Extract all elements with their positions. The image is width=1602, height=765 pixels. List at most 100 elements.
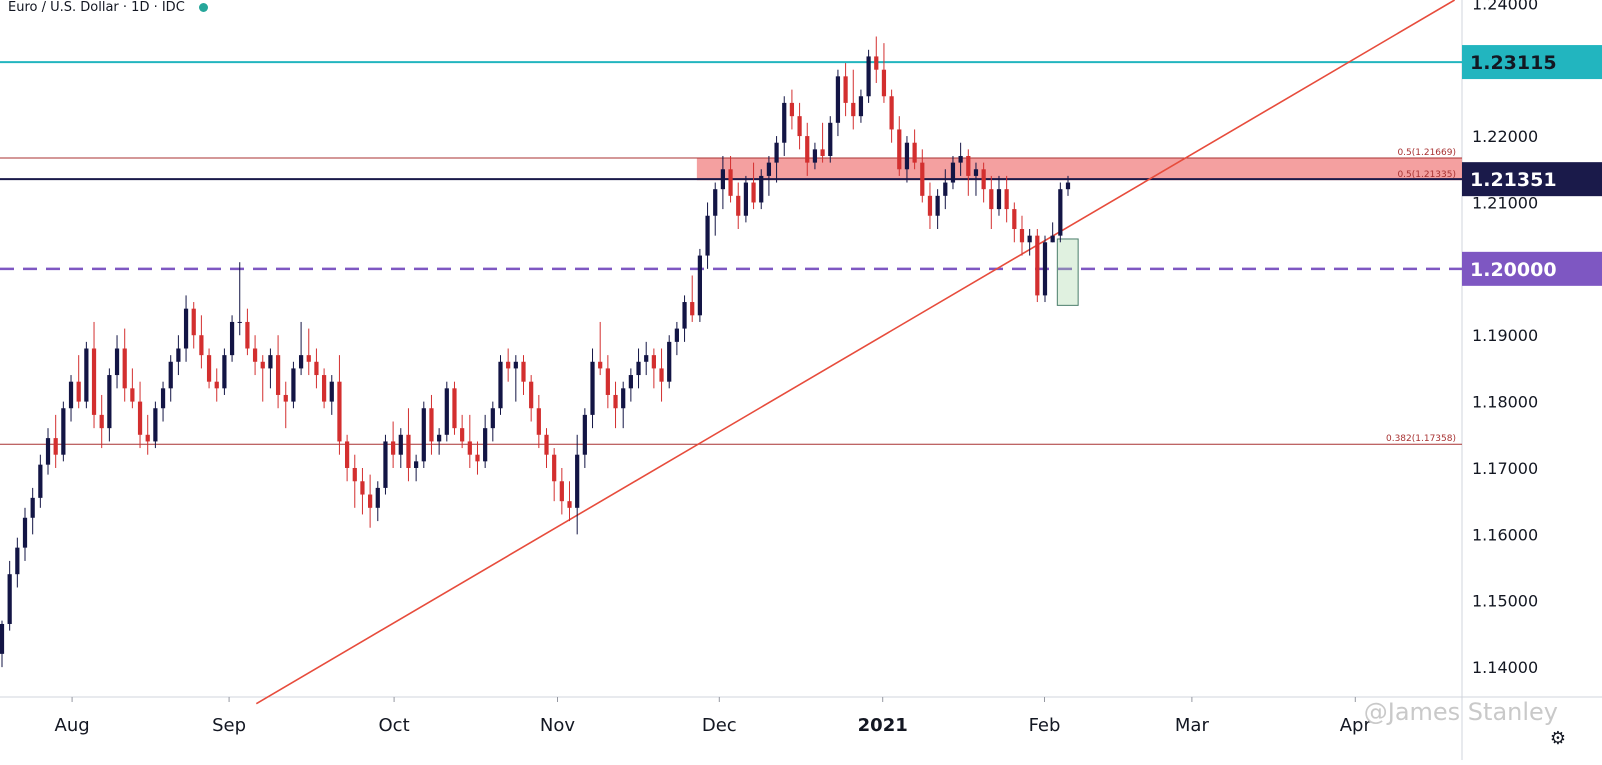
candle-body [943, 182, 948, 196]
y-tick-label: 1.21000 [1472, 193, 1538, 212]
candle-body [176, 348, 181, 362]
candle-body [130, 388, 135, 402]
candle-body [989, 189, 994, 210]
candle-body [743, 182, 749, 216]
candle-body [191, 308, 196, 336]
candle-body [291, 368, 296, 402]
gear-icon[interactable]: ⚙ [1549, 728, 1566, 748]
x-tick-label: Aug [55, 715, 90, 736]
y-tick-label: 1.15000 [1472, 592, 1538, 611]
candle-body [828, 122, 833, 156]
candle-body [368, 494, 373, 508]
x-tick-label: Dec [702, 715, 737, 736]
candle-body [429, 408, 434, 442]
candle-body [966, 155, 971, 176]
candle-body [222, 355, 227, 389]
candle-body [736, 195, 741, 216]
watermark: @James Stanley [1363, 698, 1558, 726]
candle-body [927, 195, 933, 216]
x-tick-label: Feb [1029, 715, 1061, 736]
candle-body [283, 394, 288, 402]
candle-body [759, 175, 764, 203]
candle-body [268, 355, 273, 369]
candle-body [107, 375, 112, 429]
y-tick-label: 1.17000 [1472, 459, 1538, 478]
resistance-zone [696, 158, 1462, 181]
y-tick-label: 1.22000 [1472, 127, 1538, 146]
candle-body [674, 328, 679, 342]
candle-body [398, 434, 403, 455]
y-tick-label: 1.18000 [1472, 393, 1538, 412]
candle-body [1050, 235, 1055, 243]
candle-body [183, 308, 189, 349]
candle-body [452, 388, 457, 429]
candle-body [705, 215, 710, 256]
candle-body [682, 302, 687, 329]
candle-body [713, 189, 718, 216]
candle-body [544, 434, 549, 455]
candle-body [53, 438, 58, 455]
candle-body [904, 142, 910, 170]
candle-body [766, 162, 772, 176]
candle-body [536, 408, 541, 435]
candle-body [874, 56, 879, 70]
candle-body [490, 408, 495, 429]
candle-body [667, 341, 672, 382]
market-status-icon [198, 3, 208, 12]
x-tick-label: Nov [540, 715, 575, 736]
candle-body [467, 441, 472, 455]
y-tick-label: 1.19000 [1472, 326, 1538, 345]
candle-body [851, 102, 856, 117]
candle-body [782, 102, 787, 143]
candle-body [122, 348, 127, 389]
candle-body [582, 414, 587, 455]
candle-body [298, 355, 304, 369]
candle-body [621, 388, 626, 409]
fib-label: 0.5(1.21335) [1397, 170, 1456, 180]
candle-body [1058, 189, 1063, 236]
candle-body [414, 461, 419, 468]
candle-body [38, 464, 43, 498]
candle-body [651, 355, 656, 369]
candle-body [22, 517, 28, 548]
candle-body [321, 375, 327, 402]
fib-label: 0.382(1.17358) [1386, 434, 1456, 444]
price-badge [1462, 251, 1602, 286]
candle-body [728, 169, 733, 196]
candle-body [1019, 229, 1025, 243]
candle-body [91, 348, 97, 415]
candle-body [460, 428, 465, 442]
candle-body [958, 155, 963, 163]
candle-body [590, 361, 595, 415]
candle-body [881, 69, 887, 97]
candle-body [835, 76, 841, 123]
candle-body [935, 195, 940, 216]
candle-body [337, 381, 342, 442]
price-badge-label: 1.23115 [1470, 52, 1557, 74]
candle-body [981, 169, 986, 190]
candle-body [145, 434, 150, 442]
candle-body [421, 408, 426, 462]
candle-body [613, 394, 618, 409]
candle-body [1012, 209, 1017, 230]
candle-body [552, 454, 557, 482]
candle-body [521, 361, 526, 382]
price-badge-label: 1.21351 [1470, 169, 1557, 191]
candle-body [444, 388, 449, 435]
candle-body [1027, 235, 1032, 243]
candle-body [306, 355, 311, 362]
candle-body [137, 401, 143, 435]
x-tick-label: Apr [1340, 715, 1372, 736]
candle-body [260, 361, 265, 369]
candle-body [697, 255, 702, 316]
candle-body [406, 434, 411, 468]
trendline [255, 0, 1456, 705]
candle-body [858, 96, 864, 117]
candle-body [513, 361, 518, 369]
candle-body [344, 441, 350, 468]
candle-body [329, 381, 334, 402]
candle-body [605, 368, 610, 395]
candle-body [598, 361, 603, 369]
